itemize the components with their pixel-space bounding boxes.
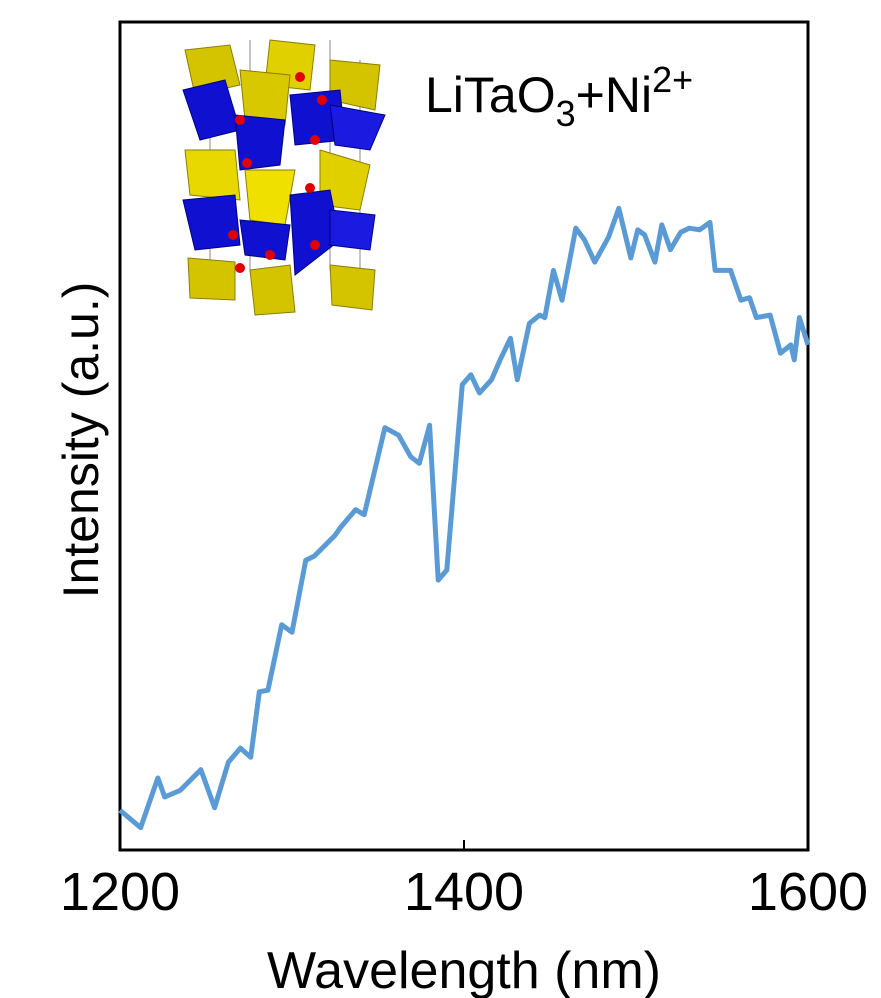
y-axis-label: Intensity (a.u.)	[53, 282, 109, 599]
x-tick-label: 1400	[404, 862, 524, 922]
annotation-text: LiTaO	[425, 67, 556, 123]
annotation-superscript: 2+	[652, 59, 693, 100]
x-tick-label: 1600	[748, 862, 868, 922]
annotation-text: +Ni	[576, 67, 652, 123]
annotation: LiTaO3+Ni2+	[425, 59, 693, 134]
crystal-inset	[182, 39, 386, 316]
annotation-subscript: 3	[556, 93, 576, 134]
plot-frame	[118, 20, 810, 852]
x-axis-label: Wavelength (nm)	[267, 942, 661, 998]
data-line	[118, 205, 811, 831]
x-tick-label: 1200	[60, 862, 180, 922]
